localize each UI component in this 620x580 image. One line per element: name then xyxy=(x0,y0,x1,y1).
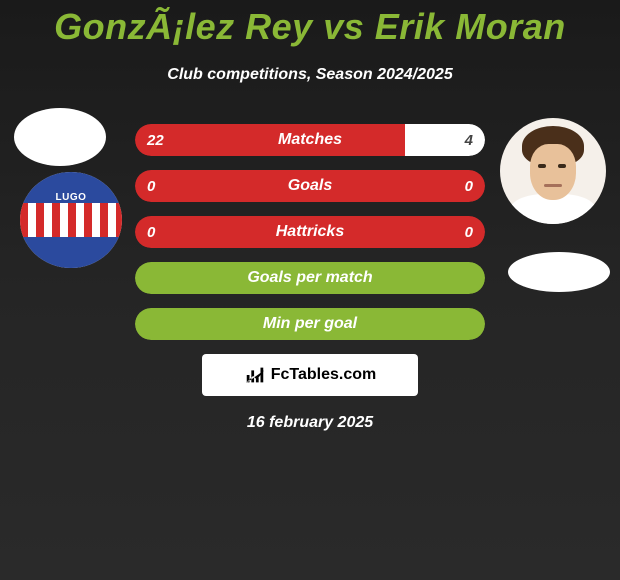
date-text: 16 february 2025 xyxy=(0,414,620,432)
stat-label: Min per goal xyxy=(135,315,485,333)
site-label: FcTables.com xyxy=(271,366,377,384)
stat-label: Goals xyxy=(135,177,485,195)
stat-label: Goals per match xyxy=(135,269,485,287)
stat-value-right: 0 xyxy=(465,224,473,241)
page-title: GonzÃ¡lez Rey vs Erik Moran xyxy=(0,0,620,48)
stat-label: Matches xyxy=(135,131,485,149)
stat-value-left: 0 xyxy=(147,224,155,241)
stat-value-left: 22 xyxy=(147,132,164,149)
stat-label: Hattricks xyxy=(135,223,485,241)
site-badge[interactable]: FcTables.com xyxy=(202,354,418,396)
stat-row: Min per goal xyxy=(135,308,485,340)
stat-value-right: 4 xyxy=(465,132,473,149)
stat-row: Hattricks0 0 xyxy=(135,216,485,248)
stats-container: Matches224Goals00Hattricks00Goals per ma… xyxy=(0,124,620,340)
stat-value-left: 0 xyxy=(147,178,155,195)
stat-row: Goals0 0 xyxy=(135,170,485,202)
subtitle: Club competitions, Season 2024/2025 xyxy=(0,66,620,84)
stat-row: Matches22 4 xyxy=(135,124,485,156)
stat-row: Goals per match xyxy=(135,262,485,294)
chart-icon xyxy=(244,364,266,386)
stat-value-right: 0 xyxy=(465,178,473,195)
